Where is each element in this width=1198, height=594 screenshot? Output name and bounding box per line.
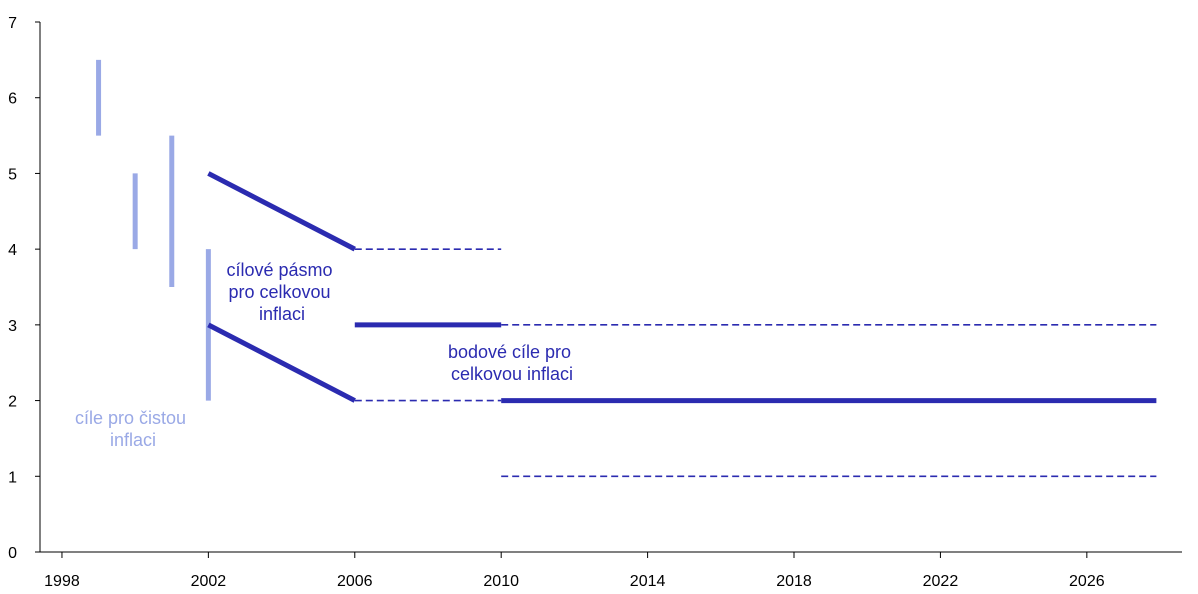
- annotation-net-inflation-targets: cíle pro čistou inflaci: [75, 408, 191, 450]
- axes: 0 1 2 3 4 5 6 7 1998 2002 2006 2010 2014 2018 2022 2026: [8, 15, 1182, 590]
- series-layer: [96, 59, 1157, 478]
- annotation-point-targets: bodové cíle pro celkovou inflaci: [448, 342, 576, 384]
- x-tick-label: 2022: [923, 573, 959, 590]
- y-tick-label: 0: [8, 545, 17, 562]
- y-tick-label: 4: [8, 242, 17, 259]
- y-tick-label: 3: [8, 318, 17, 335]
- y-tick-label: 1: [8, 469, 17, 486]
- x-tick-label: 2002: [191, 573, 227, 590]
- target-band-upper-line: [207, 171, 356, 252]
- x-tick-label: 1998: [44, 573, 80, 590]
- annotation-target-band: cílové pásmo pro celkovou inflaci: [226, 260, 337, 324]
- x-tick-label: 2006: [337, 573, 373, 590]
- x-tick-label: 2026: [1069, 573, 1105, 590]
- x-tick-label: 2018: [776, 573, 812, 590]
- target-band-lower-line: [207, 322, 356, 403]
- y-tick-label: 6: [8, 91, 17, 108]
- y-tick-label: 5: [8, 166, 17, 183]
- annotations: cílové pásmo pro celkovou inflaci bodové…: [75, 260, 576, 450]
- y-tick-label: 2: [8, 394, 17, 411]
- x-tick-label: 2010: [483, 573, 519, 590]
- x-tick-label: 2014: [630, 573, 666, 590]
- y-tick-label: 7: [8, 15, 17, 32]
